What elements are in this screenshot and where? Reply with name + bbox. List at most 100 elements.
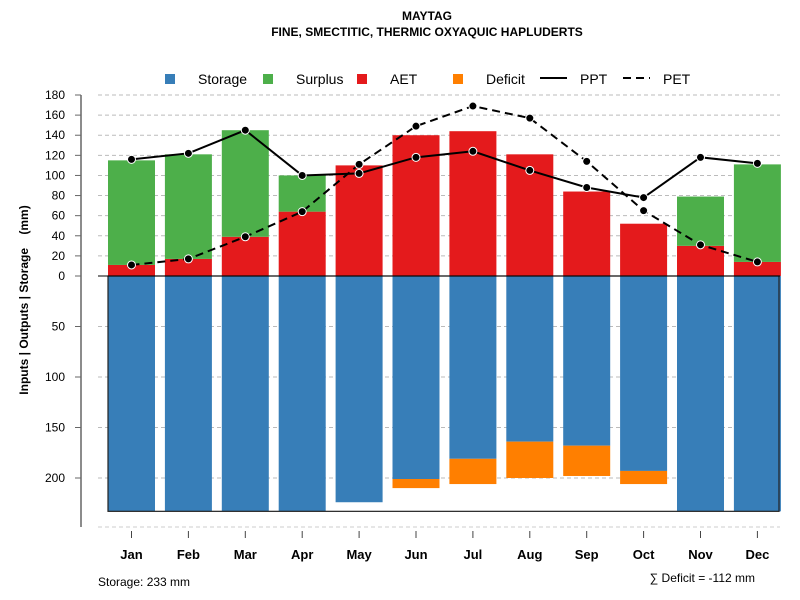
storage-bar [108, 276, 155, 512]
chart-title: MAYTAG [402, 9, 452, 23]
deficit-bar [392, 479, 440, 489]
aet-bar [733, 261, 781, 276]
ppt-point [411, 152, 421, 162]
legend-label-ppt: PPT [580, 71, 608, 87]
aet-bar [221, 236, 269, 276]
legend-label-aet: AET [390, 71, 418, 87]
y-axis-label: Inputs | Outputs | Storage (mm) [17, 205, 31, 394]
ppt-point [582, 183, 592, 193]
pet-point [582, 156, 592, 166]
storage-bar [449, 276, 497, 459]
ppt-point [240, 125, 250, 135]
y-tick-label: 40 [52, 229, 66, 243]
aet-bar [620, 223, 668, 276]
surplus-bar [221, 130, 269, 237]
legend-swatch-surplus [263, 74, 273, 84]
y-tick-label: 60 [52, 209, 66, 223]
pet-line [131, 105, 758, 266]
pet-point [297, 207, 307, 217]
y-tick-label: 20 [52, 249, 66, 263]
storage-capacity-label: Storage: 233 mm [98, 575, 190, 589]
surplus-bar [278, 175, 326, 212]
legend-swatch-storage [165, 74, 175, 84]
storage-bar [278, 276, 326, 512]
deficit-sum-label: ∑ Deficit = -112 mm [650, 571, 755, 585]
surplus-bar [164, 154, 212, 259]
ppt-point [183, 148, 193, 158]
y-tick-label: 80 [52, 189, 66, 203]
pet-point [354, 159, 364, 169]
x-tick-label: Feb [177, 547, 200, 562]
ppt-point [297, 170, 307, 180]
aet-bar [164, 258, 212, 276]
y-tick-label: 0 [58, 269, 65, 283]
pet-point [240, 232, 250, 242]
pet-point [468, 101, 478, 111]
chart-subtitle: FINE, SMECTITIC, THERMIC OXYAQUIC HAPLUD… [271, 25, 583, 39]
legend-label-pet: PET [663, 71, 691, 87]
storage-bar [620, 276, 668, 471]
y-tick-label: 100 [45, 168, 65, 182]
surplus-bar [108, 160, 155, 265]
aet-bar [278, 211, 326, 276]
pet-point [127, 260, 136, 270]
y-tick-label: 140 [45, 128, 65, 142]
x-tick-label: Sep [575, 547, 599, 562]
aet-bar [335, 165, 383, 276]
storage-bar [733, 276, 781, 512]
legend-label-surplus: Surplus [296, 71, 343, 87]
x-tick-label: Aug [517, 547, 542, 562]
y-tick-label: 120 [45, 148, 65, 162]
ppt-point [525, 165, 535, 175]
aet-bar [677, 245, 724, 276]
storage-bar [221, 276, 269, 512]
x-tick-label: Jul [464, 547, 483, 562]
x-tick-label: Oct [633, 547, 655, 562]
y-tick-label: 50 [52, 320, 66, 334]
y-tick-label: 200 [45, 471, 65, 485]
surplus-bar [677, 196, 724, 246]
storage-bar [335, 276, 383, 503]
x-tick-label: Mar [234, 547, 257, 562]
deficit-bar [449, 458, 497, 485]
pet-point [411, 121, 421, 131]
storage-bar [164, 276, 212, 512]
ppt-point [468, 146, 478, 156]
pet-point [183, 254, 193, 264]
pet-point [752, 257, 762, 267]
legend-label-deficit: Deficit [486, 71, 525, 87]
y-tick-label: 150 [45, 421, 65, 435]
aet-bar [563, 191, 611, 276]
aet-bar [108, 264, 155, 276]
storage-bar [506, 276, 554, 442]
x-tick-label: Apr [291, 547, 313, 562]
ppt-point [639, 193, 649, 203]
deficit-bar [506, 441, 554, 478]
legend-swatch-deficit [453, 74, 463, 84]
storage-bar [677, 276, 724, 512]
pet-point [525, 113, 535, 123]
x-tick-label: Jan [120, 547, 142, 562]
deficit-bar [563, 445, 611, 476]
storage-bar [392, 276, 440, 480]
surplus-bar [733, 164, 781, 262]
legend-swatch-aet [357, 74, 367, 84]
legend-label-storage: Storage [198, 71, 247, 87]
storage-bar [563, 276, 611, 446]
ppt-point [752, 158, 762, 168]
y-tick-label: 180 [45, 88, 65, 102]
ppt-line [131, 129, 758, 199]
pet-point [696, 240, 705, 250]
x-tick-label: May [346, 547, 372, 562]
y-tick-label: 100 [45, 370, 65, 384]
deficit-bar [620, 470, 668, 485]
x-tick-label: Jun [404, 547, 427, 562]
ppt-point [696, 152, 705, 162]
x-tick-label: Dec [745, 547, 769, 562]
ppt-point [127, 154, 136, 164]
y-tick-label: 160 [45, 108, 65, 122]
x-tick-label: Nov [688, 547, 713, 562]
pet-point [639, 206, 649, 216]
ppt-point [354, 168, 364, 178]
